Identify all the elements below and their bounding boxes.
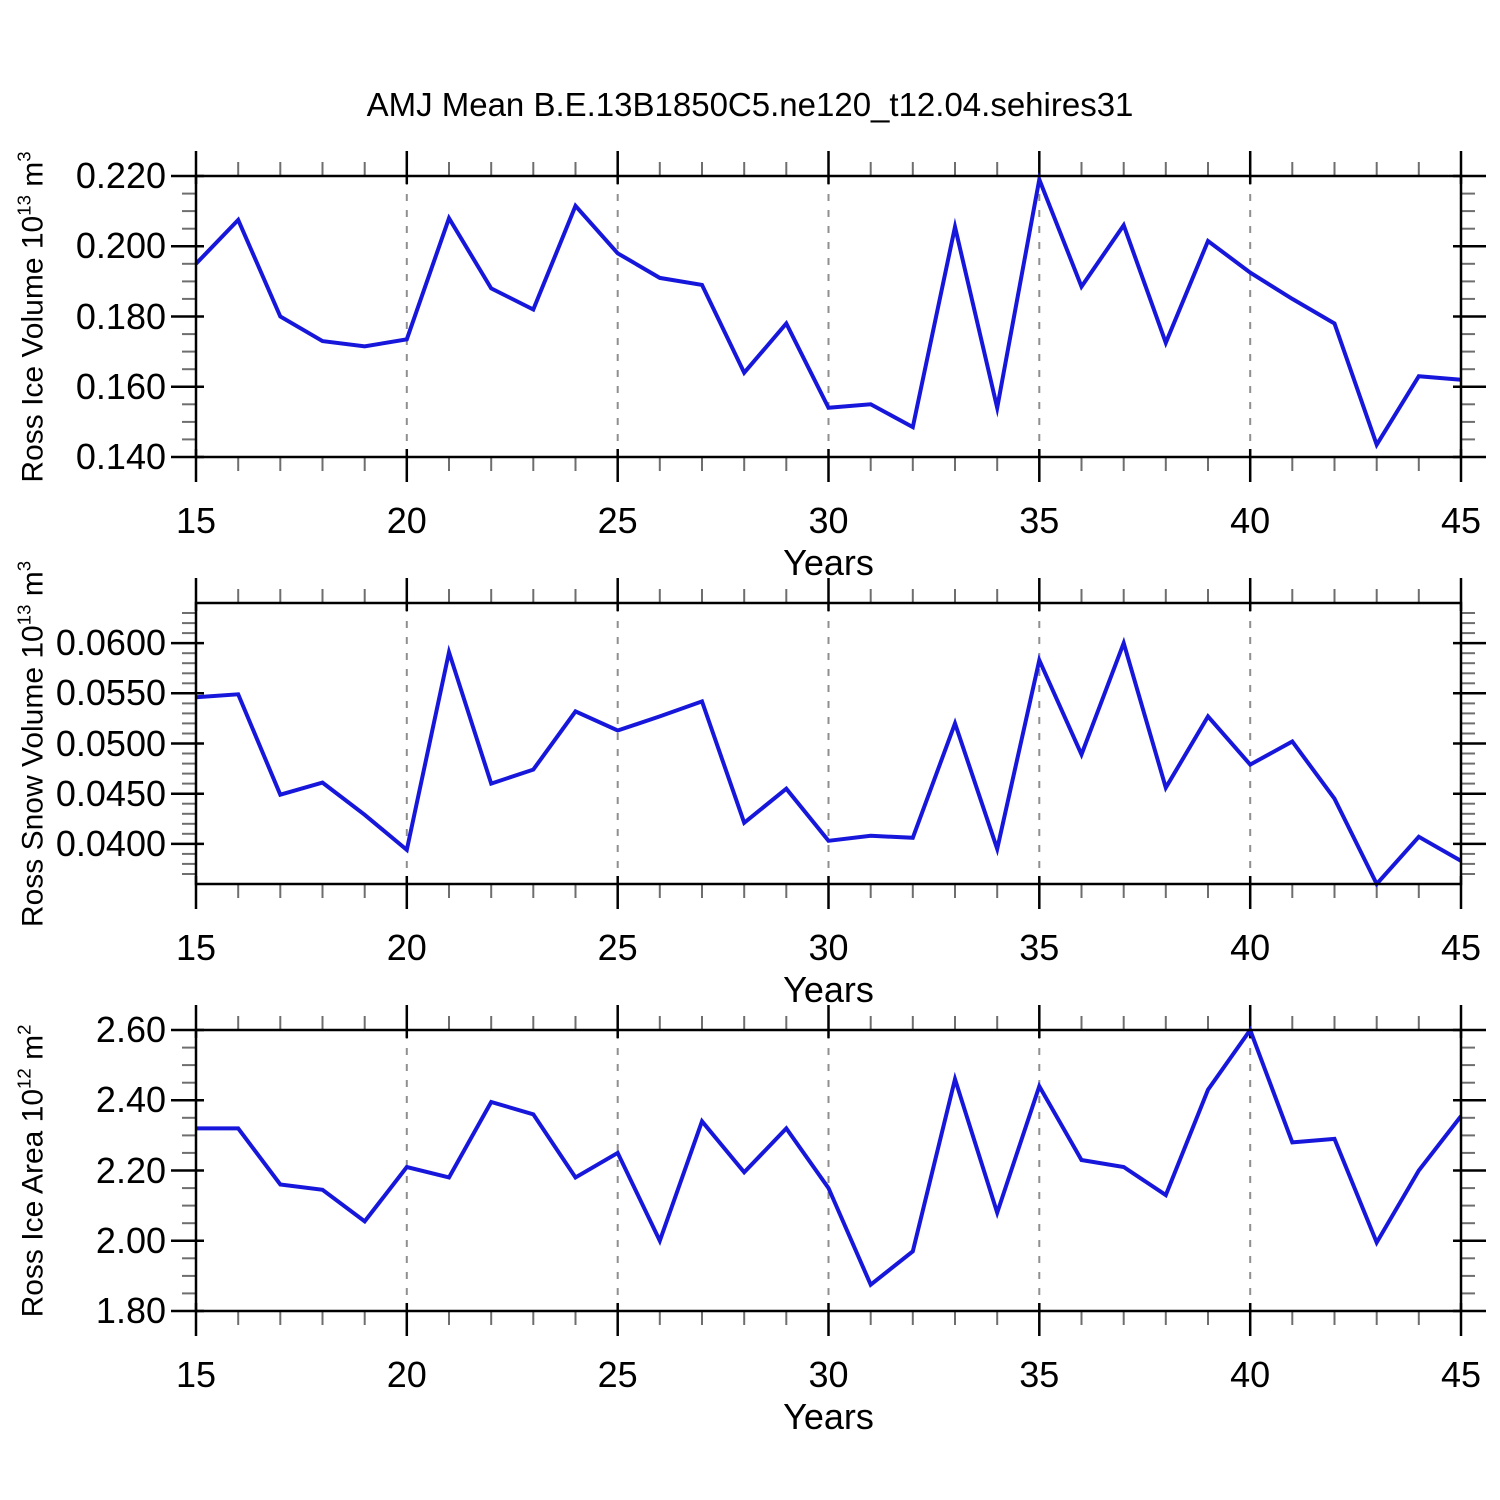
x-tick-label: 15: [175, 1354, 217, 1395]
chart-svg: [171, 578, 1486, 909]
y-tick-label: 0.160: [75, 365, 166, 407]
ylabel-text: Ross Snow Volume 10: [16, 624, 50, 927]
y-axis-title: Ross Ice Area 1012 m2: [13, 1024, 50, 1317]
plot-frame: [194, 601, 1463, 886]
ylabel-superscript: 3: [13, 560, 35, 571]
y-axis-title: Ross Ice Volume 1013 m3: [13, 150, 50, 483]
ylabel-superscript: 2: [13, 1024, 35, 1035]
y-tick-label: 0.180: [75, 295, 166, 337]
figure-title: AMJ Mean B.E.13B1850C5.ne120_t12.04.sehi…: [366, 86, 1134, 123]
y-tick-label: 1.80: [95, 1290, 166, 1331]
y-axis-title: Ross Snow Volume 1013 m3: [13, 560, 50, 927]
x-tick-label: 45: [1440, 1354, 1482, 1395]
x-tick-label: 15: [175, 927, 217, 968]
plot-frame: [194, 1028, 1463, 1313]
y-tick-label: 2.60: [95, 1009, 166, 1050]
chart-svg: [171, 151, 1486, 482]
x-tick-label: 30: [808, 500, 849, 541]
y-tick-label: 0.0550: [55, 672, 166, 714]
x-tick-label: 20: [386, 927, 427, 968]
x-axis-title: Years: [783, 969, 874, 1010]
y-tick-label: 0.220: [75, 155, 166, 196]
ylabel-text: Ross Ice Area 10: [16, 1088, 50, 1317]
x-tick-label: 20: [386, 500, 427, 541]
x-axis-title: Years: [783, 1396, 874, 1437]
y-tick-label: 0.140: [75, 436, 166, 477]
ylabel-text: m: [16, 1034, 50, 1068]
data-line: [195, 636, 1462, 888]
ylabel-text: m: [16, 161, 50, 195]
ylabel-superscript: 13: [13, 194, 35, 216]
ylabel-text: m: [16, 570, 50, 605]
ylabel-superscript: 13: [13, 604, 35, 625]
x-tick-label: 30: [808, 1354, 849, 1395]
ylabel-superscript: 12: [13, 1067, 35, 1089]
x-tick-label: 45: [1440, 927, 1482, 968]
y-tick-label: 2.40: [95, 1079, 166, 1121]
ylabel-text: Ross Ice Volume 10: [16, 215, 50, 483]
data-line: [194, 172, 1462, 450]
y-tick-label: 0.200: [75, 225, 166, 267]
x-tick-label: 25: [597, 927, 638, 968]
x-tick-label: 35: [1019, 500, 1060, 541]
x-tick-label: 40: [1230, 1354, 1271, 1395]
x-tick-label: 30: [808, 927, 849, 968]
y-tick-label: 0.0600: [55, 622, 166, 664]
x-tick-label: 35: [1019, 1354, 1060, 1395]
y-tick-label: 0.0450: [55, 772, 166, 814]
plot-frame: [194, 174, 1463, 459]
ylabel-superscript: 3: [13, 150, 35, 162]
y-tick-label: 0.0400: [55, 822, 166, 864]
x-tick-label: 45: [1440, 500, 1482, 541]
x-tick-label: 35: [1019, 927, 1060, 968]
x-tick-label: 25: [597, 500, 638, 541]
x-tick-label: 40: [1230, 927, 1271, 968]
x-tick-label: 15: [175, 500, 217, 541]
x-tick-label: 20: [386, 1354, 427, 1395]
y-tick-label: 0.0500: [55, 722, 166, 764]
y-tick-label: 2.00: [95, 1219, 166, 1261]
x-axis-title: Years: [783, 542, 874, 583]
chart-svg: [171, 1005, 1486, 1336]
x-tick-label: 25: [597, 1354, 638, 1395]
y-tick-label: 2.20: [95, 1149, 166, 1191]
x-tick-label: 40: [1230, 500, 1271, 541]
